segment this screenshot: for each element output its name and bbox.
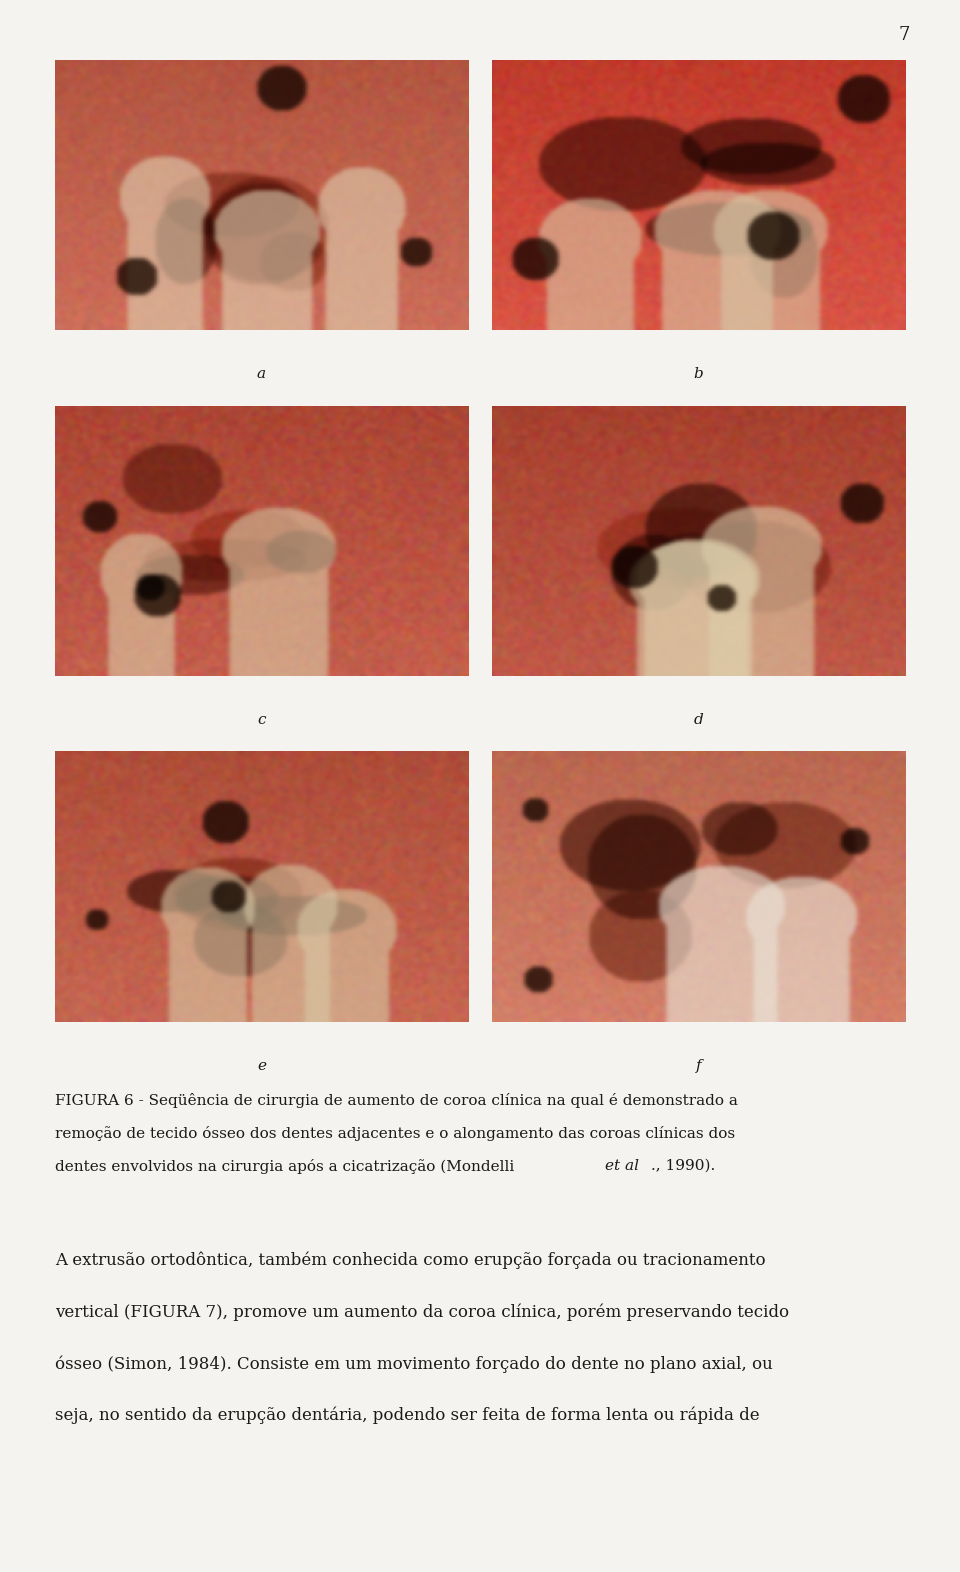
Text: dentes envolvidos na cirurgia após a cicatrização (Mondelli: dentes envolvidos na cirurgia após a cic… bbox=[55, 1159, 518, 1174]
Text: vertical (FIGURA 7), promove um aumento da coroa clínica, porém preservando teci: vertical (FIGURA 7), promove um aumento … bbox=[55, 1303, 789, 1320]
Text: ., 1990).: ., 1990). bbox=[651, 1159, 715, 1173]
Text: f: f bbox=[696, 1060, 702, 1072]
Text: A extrusão ortodôntica, também conhecida como erupção forçada ou tracionamento: A extrusão ortodôntica, também conhecida… bbox=[55, 1251, 765, 1269]
Text: remoção de tecido ósseo dos dentes adjacentes e o alongamento das coroas clínica: remoção de tecido ósseo dos dentes adjac… bbox=[55, 1126, 734, 1141]
Text: 7: 7 bbox=[899, 25, 910, 44]
Text: a: a bbox=[256, 368, 266, 380]
Text: e: e bbox=[257, 1060, 266, 1072]
Text: d: d bbox=[694, 714, 704, 726]
Text: b: b bbox=[694, 368, 704, 380]
Text: c: c bbox=[257, 714, 266, 726]
Text: seja, no sentido da erupção dentária, podendo ser feita de forma lenta ou rápida: seja, no sentido da erupção dentária, po… bbox=[55, 1407, 759, 1424]
Text: ósseo (Simon, 1984). Consiste em um movimento forçado do dente no plano axial, o: ósseo (Simon, 1984). Consiste em um movi… bbox=[55, 1355, 773, 1372]
Text: et al: et al bbox=[605, 1159, 638, 1173]
Text: FIGURA 6 - Seqüência de cirurgia de aumento de coroa clínica na qual é demonstra: FIGURA 6 - Seqüência de cirurgia de aume… bbox=[55, 1093, 737, 1108]
